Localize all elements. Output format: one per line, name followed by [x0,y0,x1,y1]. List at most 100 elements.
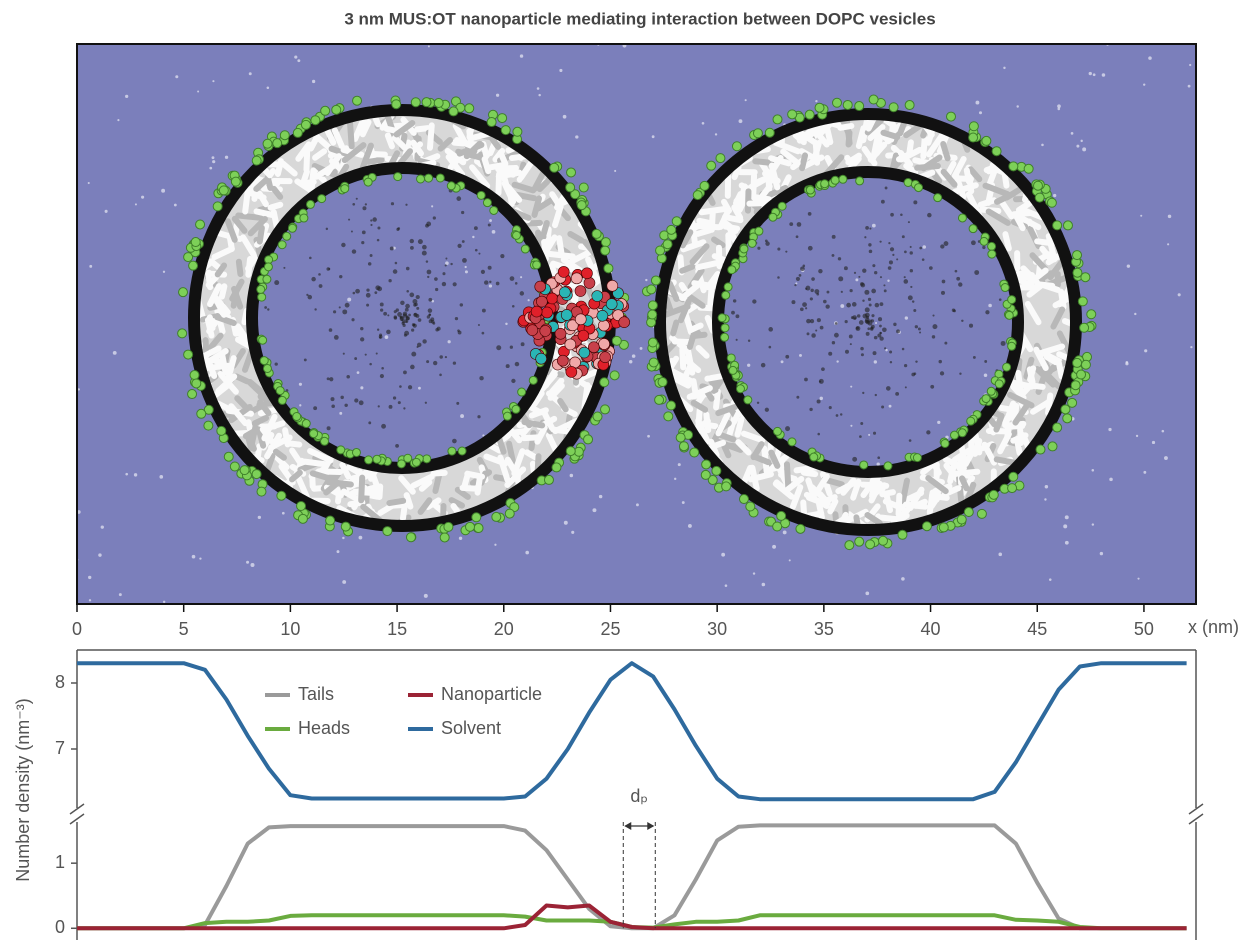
speck [1082,147,1086,151]
inner-speck [932,335,935,338]
inner-speck [500,254,504,258]
speck [1089,72,1092,75]
head-bead [1005,311,1013,319]
series-line [77,825,1187,928]
lipid-tail [1061,292,1063,307]
head-bead [447,182,455,190]
head-bead [178,329,187,338]
inner-speck [794,284,796,286]
speck [632,354,636,358]
inner-speck [461,211,464,214]
inner-speck [961,320,963,322]
speck [1065,541,1069,545]
inner-speck [886,386,891,391]
inner-speck [427,276,429,278]
inner-speck [802,302,807,307]
head-bead [310,430,318,438]
nanoparticle-atom [547,293,558,304]
inner-speck [354,398,358,402]
head-bead [982,395,990,403]
head-bead [440,533,449,542]
head-bead [189,261,198,270]
inner-speck [362,230,366,234]
lipid-tail [389,501,403,503]
speck [294,56,297,59]
speck [299,383,302,386]
speck [537,87,540,90]
inner-speck [858,276,860,278]
inner-speck [752,299,756,303]
inner-speck [481,270,485,274]
head-bead [667,401,676,410]
inner-speck [496,282,500,286]
head-bead [869,95,878,104]
inner-speck [426,360,429,363]
lipid-tail [1037,241,1052,243]
inner-speck [913,200,917,204]
nanoparticle-atom [619,317,630,328]
inner-speck [885,187,888,190]
x-tick-label: 10 [280,619,300,639]
inner-speck [871,319,874,322]
inner-speck [871,289,876,294]
head-bead [648,310,657,319]
inner-speck [799,274,802,277]
head-bead [958,429,966,437]
inner-speck [434,277,438,281]
head-bead [544,475,553,484]
head-bead [300,214,308,222]
inner-speck [458,331,462,335]
head-bead [860,461,868,469]
inner-speck [872,264,875,267]
nanoparticle-atom [600,352,611,363]
head-bead [748,239,756,247]
nanoparticle-atom [597,310,608,321]
speck [721,553,725,557]
lipid-tail [305,462,325,464]
inner-speck [880,302,884,306]
inner-speck [864,236,866,238]
head-bead [600,378,609,387]
inner-speck [844,266,848,270]
lipid-tail [893,156,896,167]
head-bead [964,508,973,517]
head-bead [788,438,796,446]
inner-speck [479,376,483,380]
inner-speck [922,258,925,261]
head-bead [744,396,752,404]
inner-speck [870,326,873,329]
lipid-tail [667,299,671,311]
inner-speck [810,289,813,292]
head-bead [190,371,199,380]
inner-speck [929,266,933,270]
speck [592,508,596,512]
head-bead [679,442,688,451]
inner-speck [974,270,979,275]
inner-speck [410,239,414,243]
inner-speck [380,303,384,307]
speck [1144,349,1147,352]
nanoparticle-atom [575,314,586,325]
inner-speck [878,317,882,321]
inner-speck [867,327,870,330]
lipid-tail [943,144,947,158]
head-bead [980,237,988,245]
head-bead [987,387,995,395]
lipid-tail [238,216,260,218]
inner-speck [888,266,892,270]
inner-speck [877,456,880,459]
inner-speck [850,343,852,345]
inner-speck [808,246,813,251]
inner-speck [396,308,399,311]
lipid-tail [478,479,480,493]
speck [342,580,346,584]
inner-speck [731,311,735,315]
inner-speck [408,385,412,389]
head-bead [204,421,213,430]
inner-speck [326,228,328,230]
inner-speck [378,405,380,407]
inner-speck [346,375,350,379]
speck [496,94,499,97]
inner-speck [791,300,795,304]
speck [339,412,342,415]
